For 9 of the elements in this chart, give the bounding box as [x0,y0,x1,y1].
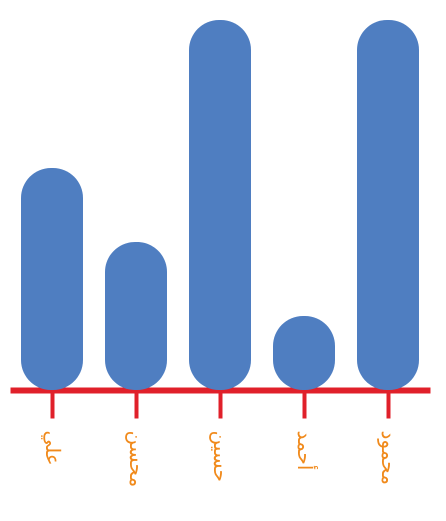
bar [189,20,251,390]
x-tick-label: محمود [377,430,401,485]
bar [357,20,419,390]
bar [21,168,83,390]
x-tick-label: علي [41,430,65,466]
x-tick-label: أحمد [293,430,318,470]
x-tick-label: حسين [209,430,233,482]
x-tick-label: محسن [125,430,149,488]
bar [105,242,167,390]
